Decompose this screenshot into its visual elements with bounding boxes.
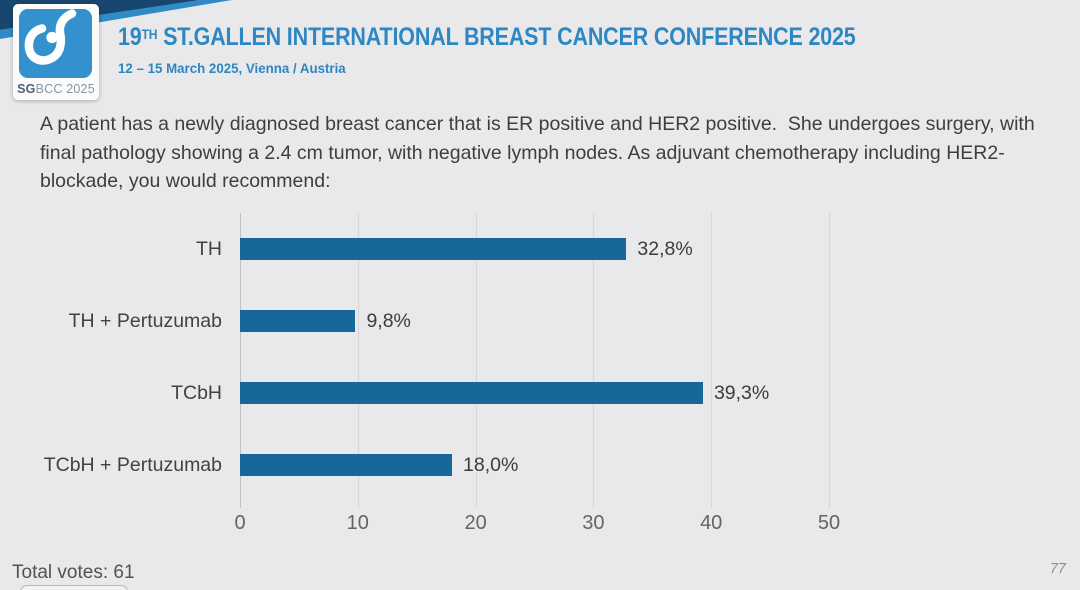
category-label: TH	[196, 238, 222, 260]
poll-question: A patient has a newly diagnosed breast c…	[40, 113, 1041, 192]
value-label: 18,0%	[463, 454, 519, 476]
gridline-x-10	[357, 213, 359, 508]
x-tick-label: 20	[464, 512, 487, 534]
logo-caption-sg: SG	[17, 82, 36, 96]
logo-tile	[19, 9, 92, 78]
x-tick-label: 10	[346, 512, 369, 534]
conference-logo: SGBCC 2025	[13, 4, 99, 100]
conference-subtitle: 12 – 15 March 2025, Vienna / Austria	[118, 60, 346, 76]
bar-2	[240, 310, 356, 332]
value-label: 9,8%	[366, 310, 411, 332]
logo-caption: SGBCC 2025	[13, 82, 99, 96]
category-label: TH + Pertuzumab	[68, 310, 222, 332]
gridline-x-50	[829, 213, 830, 508]
value-label: 32,8%	[637, 238, 693, 260]
total-votes-label: Total votes: 61	[12, 562, 135, 583]
bar-1	[240, 238, 627, 260]
gridline-x-0	[240, 213, 241, 508]
gridline-x-40	[711, 213, 713, 508]
title-number: 19	[118, 23, 142, 51]
x-tick-label: 30	[582, 512, 605, 534]
page-number: 77	[1049, 561, 1066, 577]
gridline-x-30	[593, 213, 595, 508]
conference-title: 19TH ST.GALLEN INTERNATIONAL BREAST CANC…	[118, 23, 856, 52]
x-tick-label: 0	[234, 512, 246, 534]
footer-highlight-pill	[20, 585, 128, 590]
value-label: 39,3%	[713, 382, 770, 404]
bar-4	[240, 454, 453, 476]
category-label: TCbH + Pertuzumab	[43, 454, 222, 476]
logo-caption-rest: BCC 2025	[35, 82, 95, 96]
x-tick-label: 50	[817, 512, 841, 534]
bar-3	[240, 382, 703, 404]
category-label: TCbH	[171, 382, 222, 404]
title-text: ST.GALLEN INTERNATIONAL BREAST CANCER CO…	[157, 23, 856, 51]
breast-cancer-ribbon-icon	[24, 9, 77, 65]
title-ordinal-suffix: TH	[141, 26, 158, 42]
x-tick-label: 40	[700, 512, 723, 534]
gridline-x-20	[475, 213, 477, 508]
